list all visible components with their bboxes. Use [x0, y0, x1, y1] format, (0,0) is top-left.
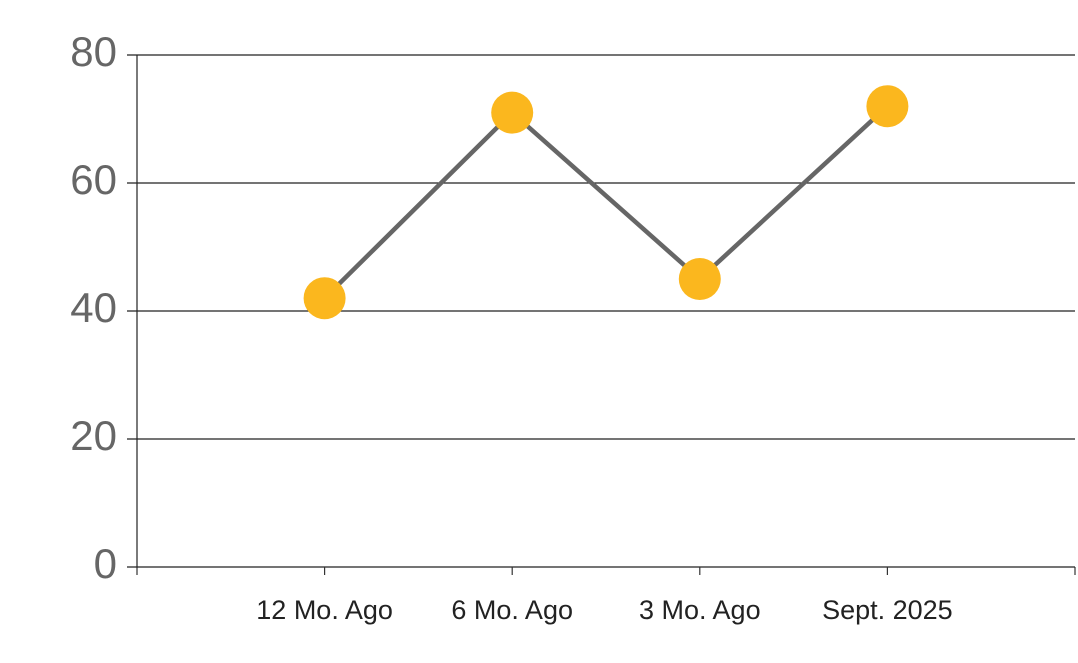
y-tick-label: 60 — [70, 156, 117, 203]
x-tick-label: 12 Mo. Ago — [256, 595, 393, 625]
y-tick-label: 40 — [70, 284, 117, 331]
data-line — [323, 104, 889, 300]
x-tick-label: 3 Mo. Ago — [639, 595, 761, 625]
data-point — [491, 91, 534, 134]
y-tick-label: 80 — [70, 28, 117, 75]
x-tick-label: Sept. 2025 — [822, 595, 953, 625]
data-point — [866, 85, 909, 128]
x-tick-label: 6 Mo. Ago — [451, 595, 573, 625]
data-point — [678, 258, 721, 300]
y-tick-label: 20 — [70, 412, 117, 459]
y-tick-label: 0 — [94, 540, 117, 587]
data-point — [303, 277, 346, 320]
